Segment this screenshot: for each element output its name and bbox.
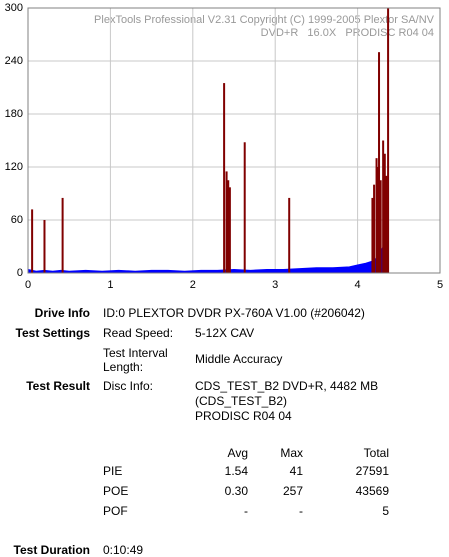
y-tick-label: 180 — [5, 108, 23, 120]
stats-cell: 27591 — [355, 464, 389, 478]
poe-spike — [43, 220, 46, 273]
poe-spike — [387, 8, 390, 273]
poe-spike — [385, 175, 388, 273]
poe-spike — [371, 197, 374, 273]
y-tick-label: 60 — [11, 214, 23, 226]
y-tick-label: 300 — [5, 2, 23, 14]
stats-row-label: POE — [103, 484, 129, 498]
label: Test Interval Length: — [103, 346, 168, 374]
poe-spike — [61, 197, 64, 273]
x-tick-label: 1 — [107, 279, 113, 291]
poe-spike — [223, 83, 226, 273]
y-tick-label: 120 — [5, 161, 23, 173]
stats-cell: 0.30 — [224, 484, 248, 498]
stats-cell: - — [244, 504, 248, 518]
stats-header: Total — [363, 446, 389, 460]
stats-header: Max — [280, 446, 303, 460]
x-tick-label: 5 — [437, 279, 443, 291]
stats-cell: 5 — [382, 504, 389, 518]
x-tick-label: 2 — [190, 279, 196, 291]
stats-header: Avg — [227, 446, 248, 460]
stats-cell: 257 — [282, 484, 303, 498]
poe-spike — [382, 140, 385, 273]
chart-header: PlexTools Professional V2.31 Copyright (… — [94, 14, 435, 26]
value: Middle Accuracy — [195, 352, 283, 366]
poe-spike — [31, 209, 34, 273]
stats-row-label: PIE — [103, 464, 123, 478]
value: 0:10:49 — [103, 543, 144, 557]
label: Test Duration — [13, 543, 90, 557]
value: 5-12X CAV — [195, 326, 255, 340]
value: ID:0 PLEXTOR DVDR PX-760A V1.00 (#206042… — [103, 306, 365, 320]
poe-spike — [373, 184, 376, 273]
stats-cell: 41 — [289, 464, 303, 478]
poe-spike — [378, 52, 381, 273]
label: Test Result — [26, 379, 90, 393]
poe-spike — [243, 142, 246, 273]
chart-header: DVD+R 16.0X PRODISC R04 04 — [261, 27, 434, 39]
value: (CDS_TEST_B2) — [195, 394, 288, 408]
plot-area — [27, 7, 441, 274]
label: Test Settings — [15, 326, 90, 340]
poe-spike — [228, 187, 231, 273]
poe-spike — [375, 158, 378, 273]
stats-cell: 43569 — [355, 484, 389, 498]
label: Disc Info: — [103, 379, 154, 393]
y-tick-label: 0 — [17, 267, 23, 279]
x-tick-label: 0 — [25, 279, 31, 291]
x-tick-label: 3 — [272, 279, 278, 291]
poe-spike — [227, 180, 230, 273]
poe-spike — [225, 171, 228, 273]
stats-row-label: POF — [103, 504, 128, 518]
label: Drive Info — [34, 306, 90, 320]
value: CDS_TEST_B2 DVD+R, 4482 MB — [195, 379, 379, 393]
x-tick-label: 4 — [355, 279, 361, 291]
poe-spike — [288, 197, 291, 273]
chart: PlexTools Professional V2.31 Copyright (… — [5, 2, 443, 291]
poe-spike — [383, 153, 386, 273]
stats-cell: - — [299, 504, 303, 518]
y-tick-label: 240 — [5, 55, 23, 67]
poe-spike — [379, 180, 382, 273]
stats-cell: 1.54 — [224, 464, 248, 478]
value: PRODISC R04 04 — [195, 409, 292, 423]
label: Read Speed: — [103, 326, 174, 340]
plot-border — [27, 7, 441, 274]
